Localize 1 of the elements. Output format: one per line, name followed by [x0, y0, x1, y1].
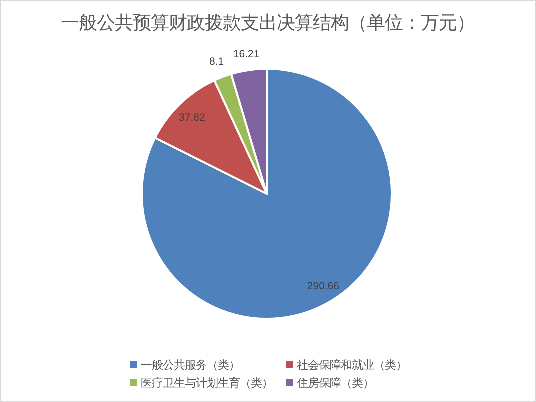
title: 一般公共预算财政拨款支出决算结构（单位：万元） [61, 12, 475, 33]
